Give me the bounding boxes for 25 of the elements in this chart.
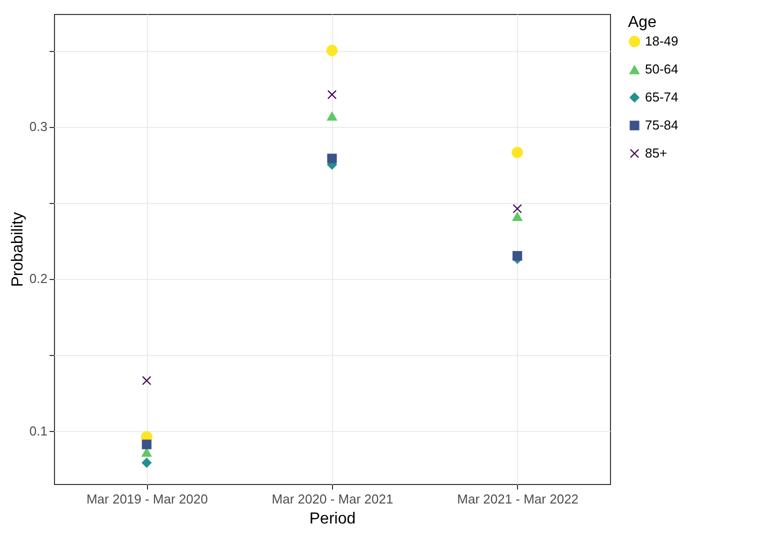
y-tick-label: 0.1 [29,423,48,438]
y-axis-title: Probability [9,212,26,287]
x-axis-title: Period [309,510,356,528]
point [512,146,524,158]
y-tick-label: 0.2 [29,271,48,286]
legend-label: 85+ [645,146,668,160]
point [328,90,336,100]
legend-title: Age [628,14,657,31]
point [327,154,337,164]
point [512,212,523,221]
legend-label: 65-74 [645,90,678,104]
legend-label: 18-49 [645,34,678,48]
point [326,44,338,56]
point [142,458,152,468]
point [142,376,152,386]
point [512,204,522,214]
point [326,111,338,121]
point [512,251,522,261]
y-tick-label: 0.3 [29,119,48,134]
legend-label: 75-84 [645,118,678,132]
legend-label: 50-64 [645,62,678,76]
point [142,440,152,450]
x-tick-label: Mar 2019 - Mar 2020 [86,492,208,506]
x-tick-label: Mar 2021 - Mar 2022 [457,492,579,506]
x-tick-label: Mar 2020 - Mar 2021 [272,492,394,506]
